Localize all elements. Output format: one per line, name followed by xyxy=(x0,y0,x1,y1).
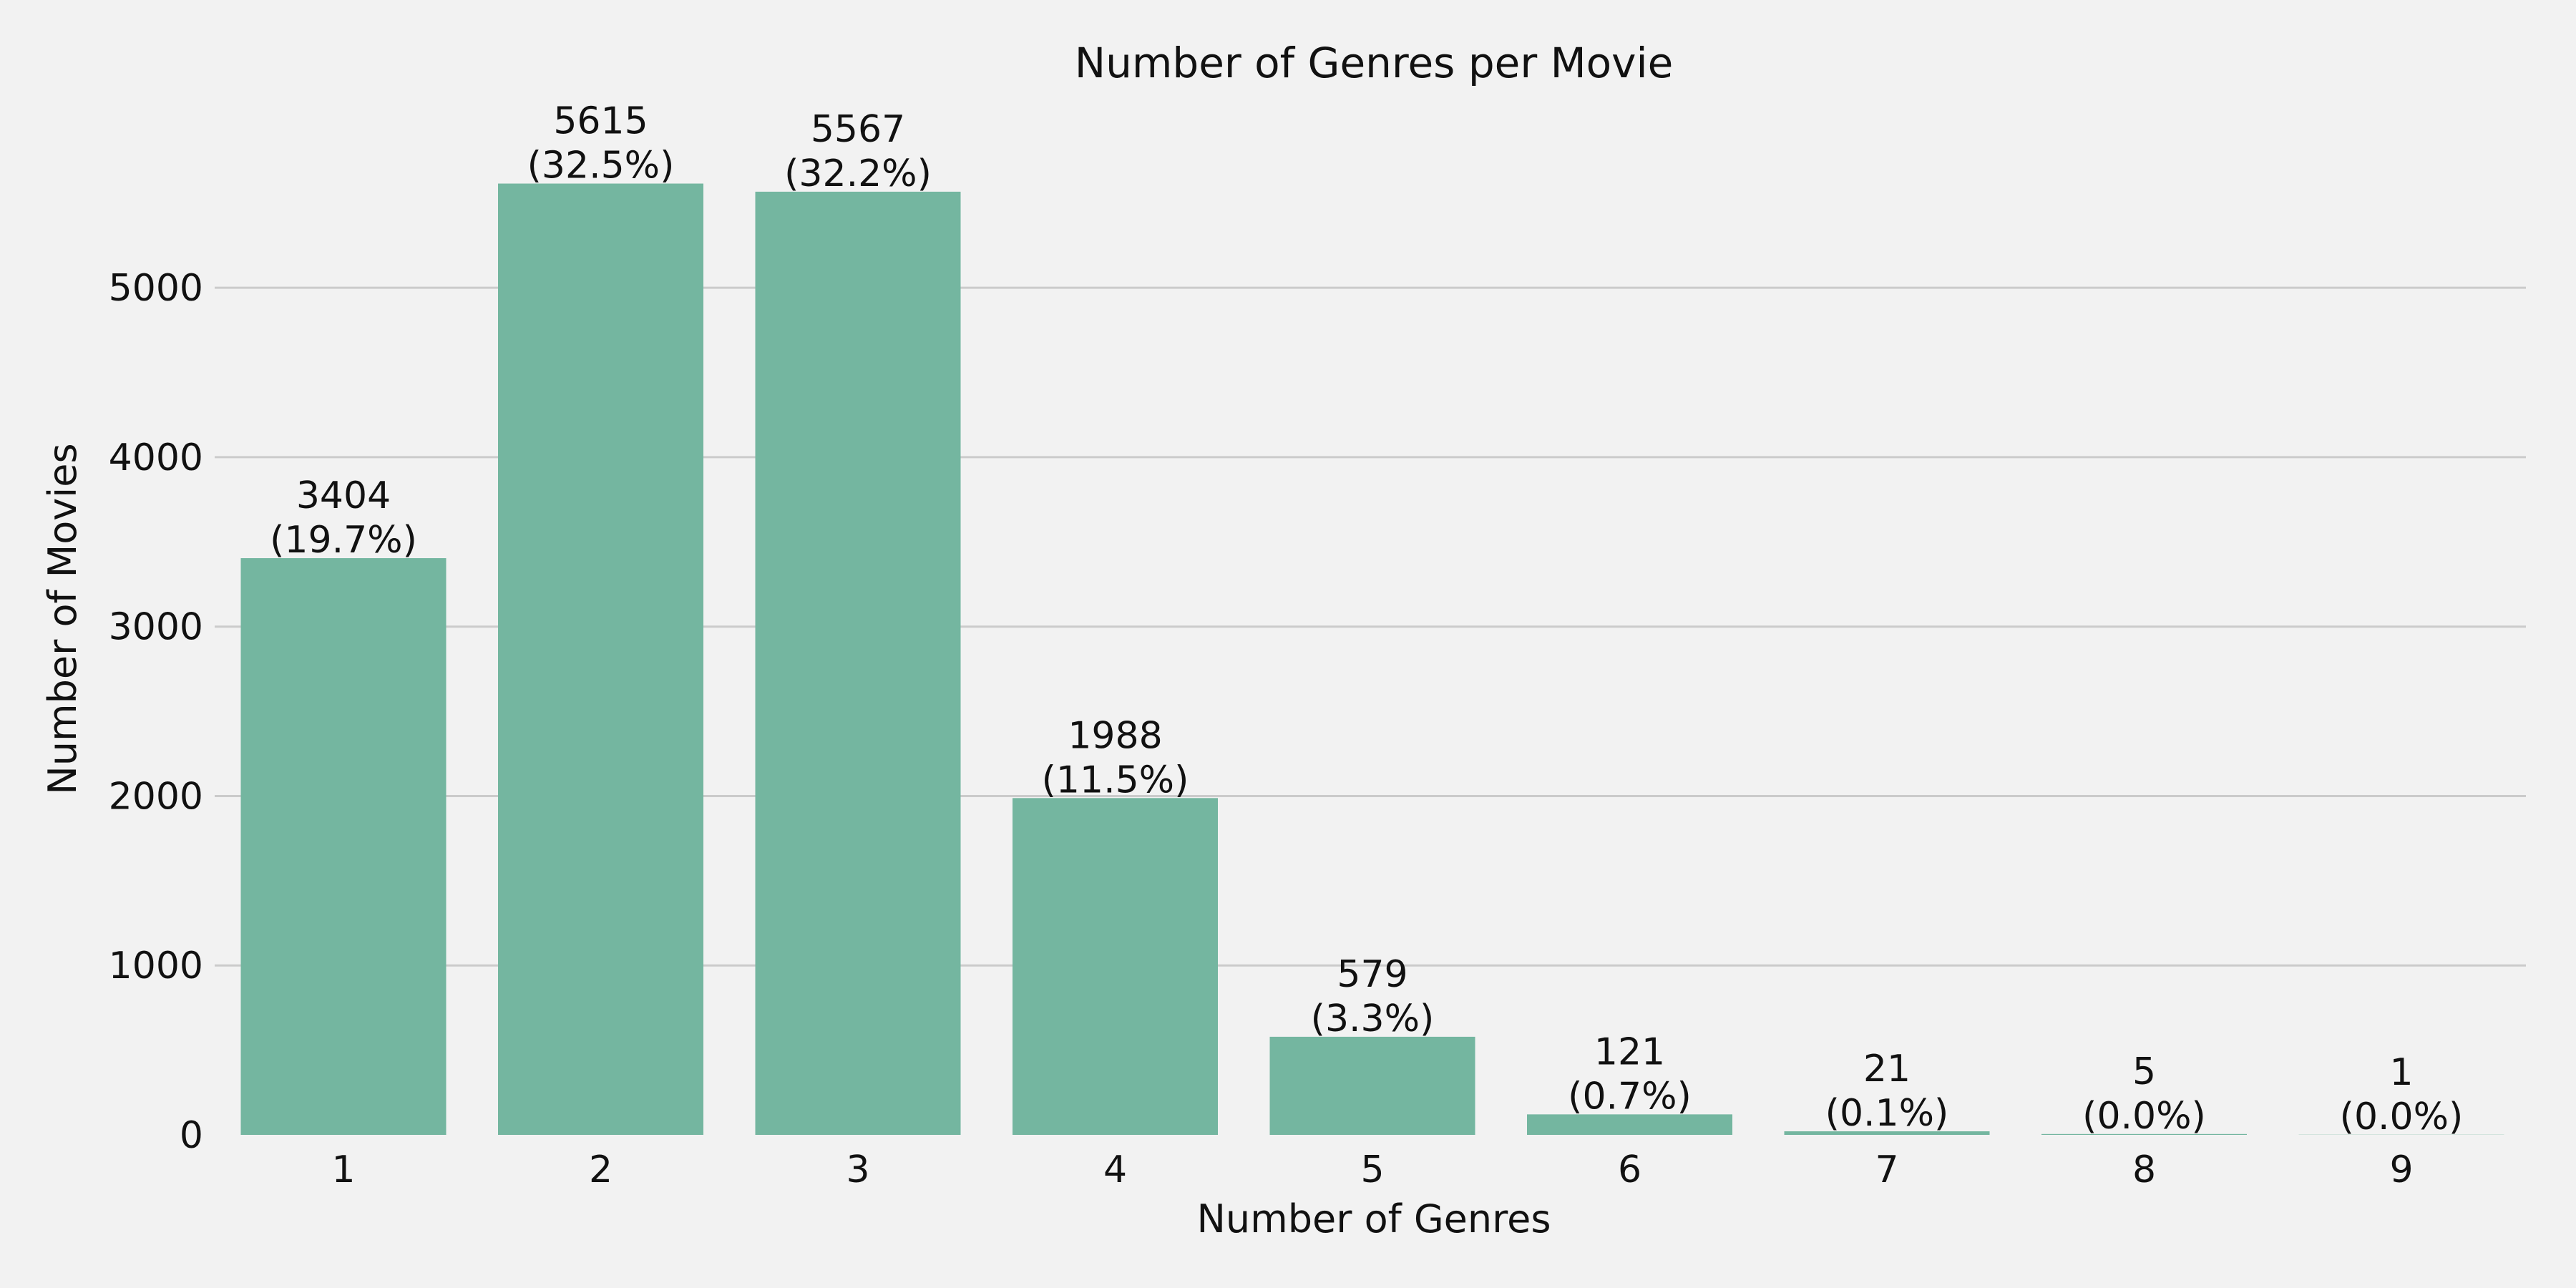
bar-3 xyxy=(755,191,961,1135)
bar-value-label: 5 xyxy=(2132,1050,2156,1093)
bar-value-label: 3404 xyxy=(296,474,391,517)
x-axis-ticks: 1 2 3 4 5 6 7 8 9 xyxy=(331,1148,2413,1191)
bar-percent-label: (32.2%) xyxy=(784,152,932,195)
bar-percent-label: (0.1%) xyxy=(1825,1092,1949,1135)
bar-8 xyxy=(2041,1133,2247,1135)
x-axis-label: Number of Genres xyxy=(1197,1196,1551,1241)
chart-title: Number of Genres per Movie xyxy=(1075,39,1674,87)
bar-6 xyxy=(1527,1114,1732,1135)
bar-4 xyxy=(1013,798,1218,1135)
bar-1 xyxy=(240,558,447,1135)
x-tick-label: 9 xyxy=(2389,1148,2413,1191)
bar-2 xyxy=(498,183,703,1135)
bar-value-label: 1 xyxy=(2389,1051,2413,1094)
bar-percent-label: (0.0%) xyxy=(2082,1095,2206,1138)
bar-value-label: 5615 xyxy=(553,100,648,143)
x-tick-label: 8 xyxy=(2132,1148,2156,1191)
y-tick-label: 1000 xyxy=(109,945,203,987)
bar-percent-label: (0.0%) xyxy=(2340,1096,2464,1138)
bar-value-label: 579 xyxy=(1337,953,1407,996)
y-tick-label: 5000 xyxy=(109,267,203,310)
bar-value-label: 5567 xyxy=(811,108,905,151)
y-tick-label: 2000 xyxy=(109,775,203,818)
x-tick-label: 1 xyxy=(331,1148,355,1191)
bar-percent-label: (32.5%) xyxy=(527,145,675,187)
y-axis-ticks: 0 1000 2000 3000 4000 5000 xyxy=(109,267,203,1157)
y-tick-label: 3000 xyxy=(109,606,203,649)
x-tick-label: 5 xyxy=(1360,1148,1384,1191)
bar-percent-label: (11.5%) xyxy=(1042,758,1189,801)
bar-7 xyxy=(1784,1131,1990,1135)
bar-value-label: 121 xyxy=(1594,1030,1665,1073)
bar-value-label: 21 xyxy=(1863,1048,1911,1091)
x-tick-label: 3 xyxy=(846,1148,869,1191)
data-labels: 3404(19.7%) 5615(32.5%) 5567(32.2%) 1988(11… xyxy=(270,100,2463,1138)
bar-value-label: 1988 xyxy=(1068,714,1162,757)
x-tick-label: 4 xyxy=(1103,1148,1127,1191)
y-axis-label: Number of Movies xyxy=(40,443,85,794)
x-tick-label: 7 xyxy=(1875,1148,1898,1191)
bar-5 xyxy=(1269,1036,1475,1135)
bar-percent-label: (19.7%) xyxy=(270,519,417,562)
y-tick-label: 4000 xyxy=(109,436,203,479)
x-tick-label: 6 xyxy=(1618,1148,1641,1191)
bar-percent-label: (0.7%) xyxy=(1568,1075,1692,1118)
y-tick-label: 0 xyxy=(180,1114,203,1157)
bar-percent-label: (3.3%) xyxy=(1311,997,1435,1040)
bars xyxy=(240,183,2504,1135)
x-tick-label: 2 xyxy=(589,1148,613,1191)
